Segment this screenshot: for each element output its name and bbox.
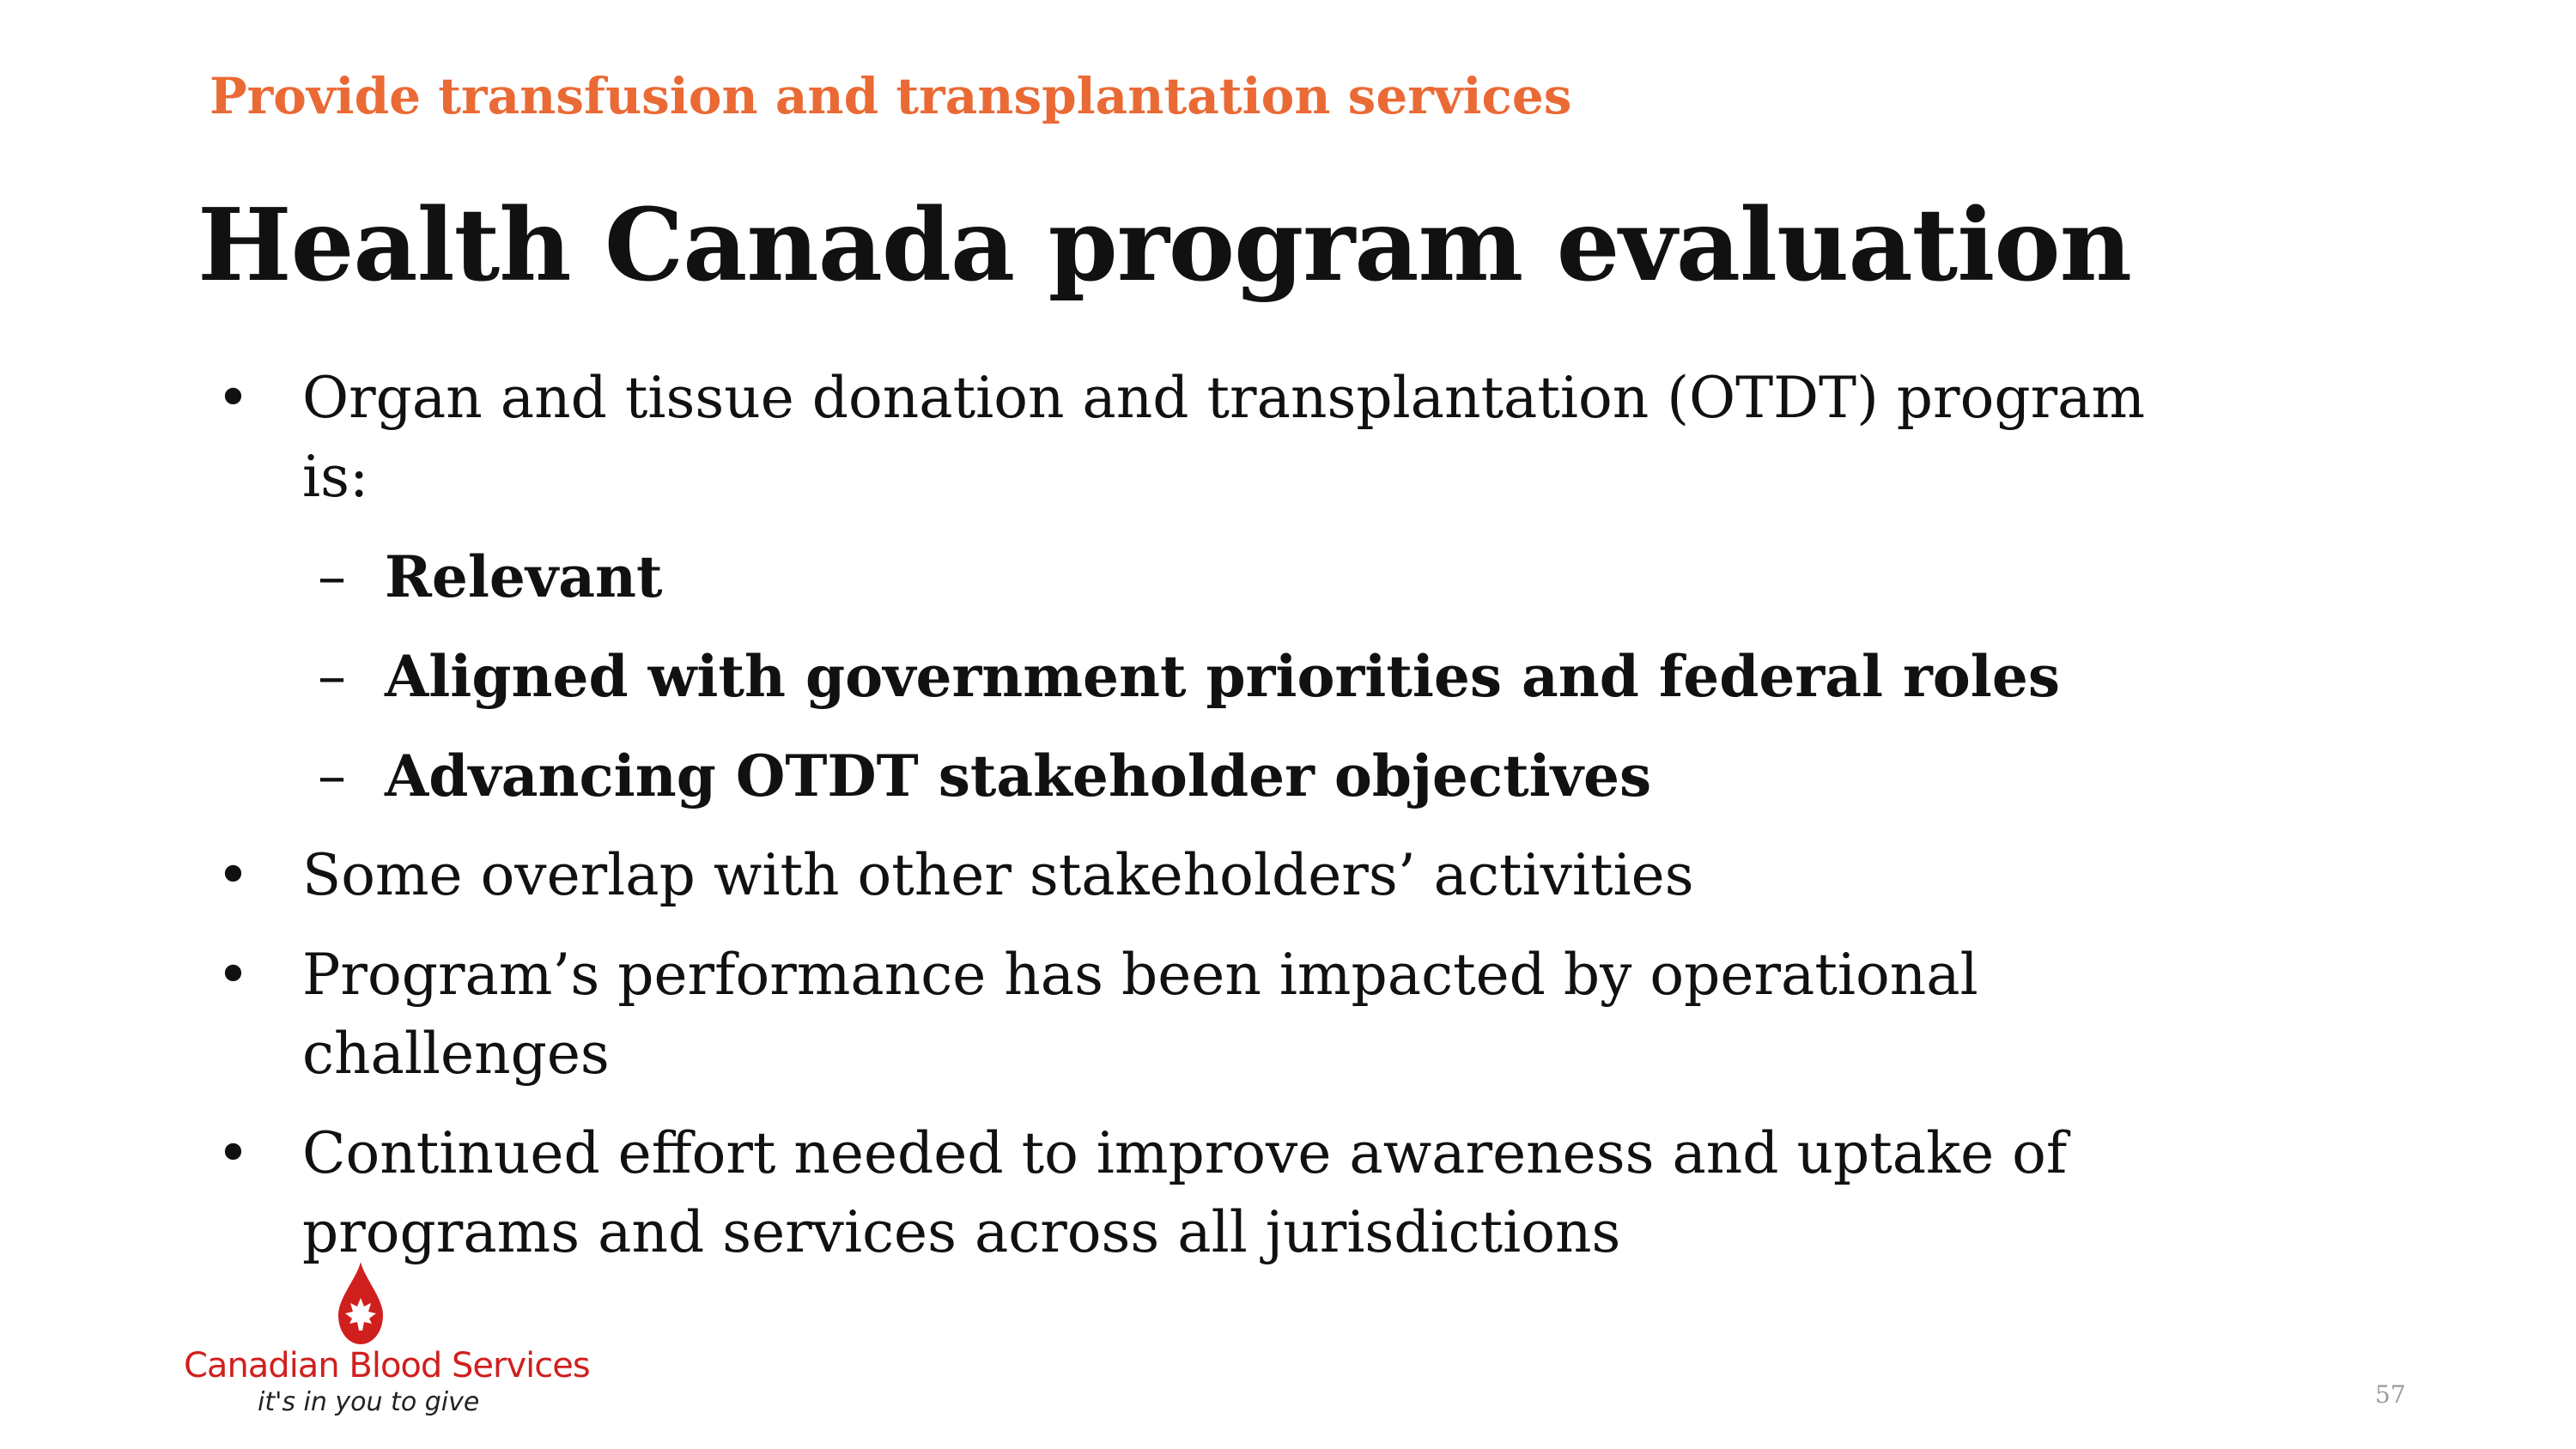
bullet-text: Some overlap with other stakeholders’ ac… [302, 842, 1694, 908]
bullet-marker: • [216, 365, 250, 431]
sub-item-relevant: – Relevant [216, 537, 2191, 616]
bullet-marker: • [216, 842, 250, 908]
page-number: 57 [2375, 1380, 2406, 1409]
sub-item-text: Advancing OTDT stakeholder objectives [385, 743, 1652, 809]
bullet-list: • Organ and tissue donation and transpla… [216, 359, 2191, 1293]
bullet-item-otdt-program: • Organ and tissue donation and transpla… [216, 359, 2191, 517]
bullet-text: Program’s performance has been impacted … [302, 942, 1978, 1087]
section-label: Provide transfusion and transplantation … [210, 67, 1572, 125]
bullet-text: Organ and tissue donation and transplant… [302, 365, 2146, 510]
sub-item-advancing: – Advancing OTDT stakeholder objectives [216, 737, 2191, 815]
bullet-marker: • [216, 1120, 250, 1186]
canadian-blood-services-logo: Canadian Blood Services it's in you to g… [184, 1260, 591, 1423]
dash-marker: – [318, 743, 346, 809]
bullet-text: Continued effort needed to improve aware… [302, 1120, 2068, 1265]
dash-marker: – [318, 643, 346, 709]
blood-drop-maple-leaf-icon [338, 1262, 383, 1344]
logo-name: Canadian Blood Services [184, 1346, 591, 1385]
bullet-item-continued-effort: • Continued effort needed to improve awa… [216, 1114, 2191, 1272]
bullet-marker: • [216, 942, 250, 1008]
dash-marker: – [318, 543, 346, 609]
sub-item-text: Relevant [385, 543, 663, 610]
sub-item-aligned: – Aligned with government priorities and… [216, 637, 2191, 716]
logo-tagline: it's in you to give [258, 1387, 480, 1417]
sub-item-text: Aligned with government priorities and f… [385, 643, 2061, 710]
page-title: Health Canada program evaluation [197, 187, 2132, 304]
bullet-item-overlap: • Some overlap with other stakeholders’ … [216, 836, 2191, 915]
bullet-item-performance: • Program’s performance has been impacte… [216, 936, 2191, 1094]
